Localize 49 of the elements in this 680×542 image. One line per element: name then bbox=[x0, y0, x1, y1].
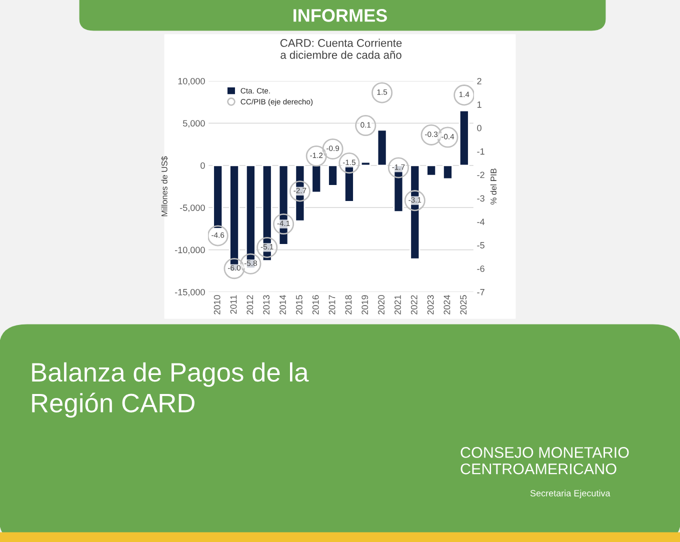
y2-tick-label: -5 bbox=[477, 242, 484, 248]
y2-tick-label: -7 bbox=[477, 289, 484, 296]
x-tick-label: 2019 bbox=[362, 295, 368, 314]
bar bbox=[328, 164, 338, 186]
x-tick-label: 2018 bbox=[345, 295, 352, 314]
x-tick-label: 2015 bbox=[296, 295, 302, 314]
y-axis-title: Millones de US$ bbox=[161, 156, 168, 216]
x-tick-label: 2023 bbox=[427, 295, 434, 314]
bar bbox=[442, 164, 453, 180]
x-tick-label: 2020 bbox=[378, 295, 384, 314]
x-tick-label: 2014 bbox=[280, 295, 286, 314]
bar bbox=[360, 161, 371, 166]
x-tick-label: 2016 bbox=[312, 295, 319, 314]
bar bbox=[410, 164, 420, 260]
y-tick-label: 0 bbox=[200, 162, 205, 169]
y2-tick-label: 0 bbox=[477, 124, 482, 132]
y2-tick-label: -6 bbox=[477, 266, 484, 272]
x-tick-label: 2012 bbox=[246, 295, 254, 314]
x-tick-label: 2013 bbox=[263, 295, 270, 314]
y2-tick-label: 2 bbox=[477, 78, 482, 84]
y2-axis-title: % del PIB bbox=[490, 168, 496, 204]
bar bbox=[426, 164, 437, 176]
text: CONSEJO MONETARIO CENTROAMERICANO bbox=[460, 447, 629, 474]
bar bbox=[212, 164, 224, 230]
bar bbox=[458, 110, 470, 166]
y2-tick-label: -1 bbox=[477, 148, 484, 155]
y-tick-label: 5,000 bbox=[182, 120, 205, 128]
y-tick-label: -5,000 bbox=[180, 204, 205, 212]
bar bbox=[311, 164, 322, 194]
y-tick-label: -10,000 bbox=[175, 246, 205, 254]
text: Balanza de Pagos de la Región CARD bbox=[32, 362, 309, 418]
x-tick-label: 2011 bbox=[230, 295, 237, 314]
text: Secretaria Ejecutiva bbox=[530, 490, 610, 498]
y2-tick-label: -4 bbox=[477, 218, 485, 225]
y-tick-label: -15,000 bbox=[175, 288, 205, 296]
chart-title: CARD: Cuenta Corriente a diciembre de cada año bbox=[280, 38, 402, 59]
x-tick-label: 2024 bbox=[444, 295, 450, 314]
bar bbox=[376, 129, 388, 166]
x-tick-label: 2022 bbox=[410, 295, 418, 314]
y2-tick-label: -2 bbox=[477, 172, 484, 178]
y2-tick-label: 1 bbox=[477, 102, 482, 108]
text: INFORMES bbox=[294, 9, 387, 22]
x-tick-label: 2025 bbox=[460, 295, 467, 314]
y-tick-label: 10,000 bbox=[178, 78, 205, 86]
x-tick-label: 2021 bbox=[394, 295, 401, 314]
bar bbox=[262, 164, 272, 262]
x-tick-label: 2010 bbox=[214, 295, 220, 314]
x-tick-label: 2017 bbox=[328, 295, 336, 314]
y2-tick-label: -3 bbox=[477, 195, 484, 202]
